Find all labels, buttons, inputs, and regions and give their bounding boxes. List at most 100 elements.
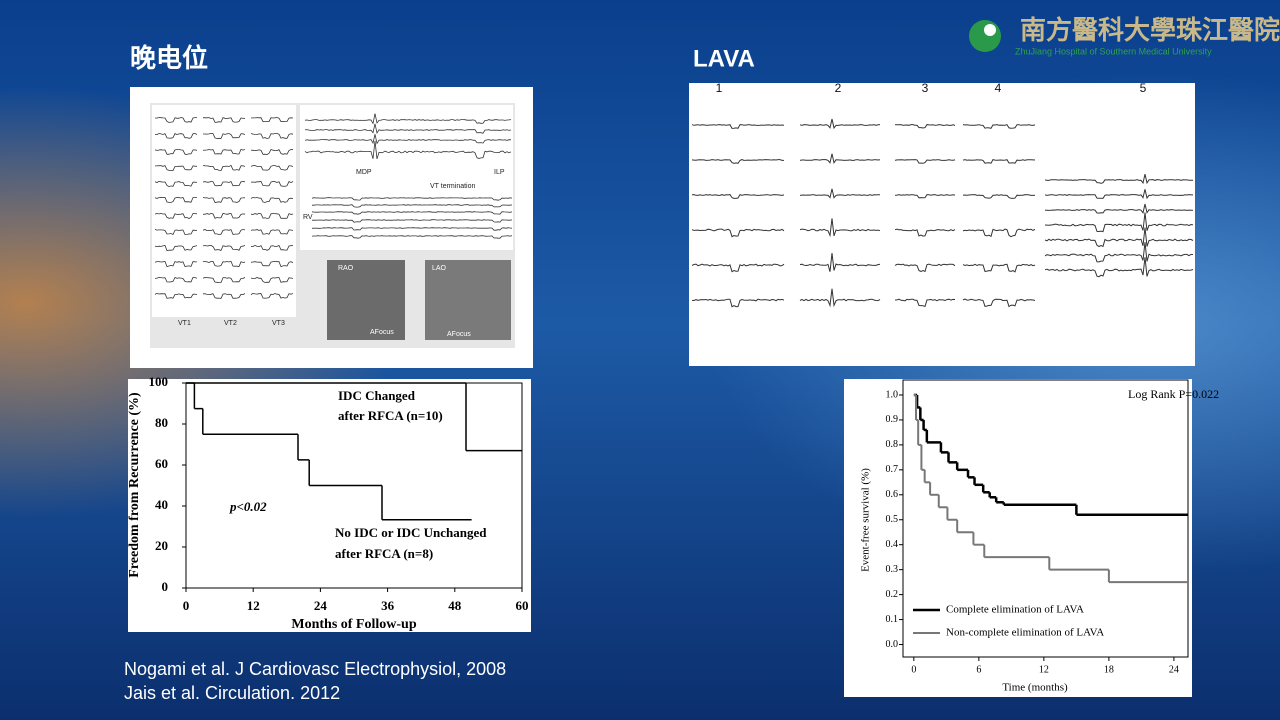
ecg-trace — [202, 260, 246, 267]
ecg-trace — [691, 298, 785, 308]
annotation: after RFCA (n=8) — [335, 546, 433, 561]
ecg-trace — [1044, 242, 1193, 263]
figure-label: RV — [303, 214, 313, 221]
ecg-trace — [203, 133, 246, 139]
ecg-trace — [203, 293, 246, 299]
reference: Jais et al. Circulation. 2012 — [124, 683, 340, 703]
legend-label: Complete elimination of LAVA — [946, 604, 1084, 616]
ecg-trace — [154, 245, 198, 252]
ecg-trace — [250, 292, 294, 299]
ecg-trace — [894, 159, 956, 164]
figure-label: 5 — [1140, 81, 1147, 95]
ecg-trace — [894, 228, 956, 237]
ecg-trace — [799, 288, 881, 308]
ecg-trace — [155, 165, 198, 172]
x-axis-label: Time (months) — [1002, 682, 1068, 694]
ecg-trace — [799, 252, 881, 272]
ecg-trace — [1044, 203, 1193, 214]
ecg-trace — [154, 229, 198, 236]
ecg-trace — [311, 227, 513, 231]
figure-label: VT termination — [430, 183, 475, 190]
figure-label: 1 — [716, 81, 723, 95]
y-tick-label: 0.0 — [886, 639, 899, 650]
ecg-trace — [894, 263, 956, 273]
y-tick-label: 0.3 — [886, 564, 899, 575]
chart-panel — [128, 379, 531, 632]
legend-label: Non-complete elimination of LAVA — [946, 627, 1104, 639]
figure-label: RAO — [338, 265, 354, 272]
plot-frame — [902, 379, 1189, 658]
ecg-trace — [304, 113, 512, 125]
ecg-figure: 1 2 3 4 5 — [689, 81, 1195, 366]
ecg-trace — [311, 235, 513, 239]
ecg-trace — [154, 180, 198, 188]
ecg-panel — [300, 105, 513, 250]
figure-label: ILP — [494, 169, 505, 176]
ecg-trace — [962, 263, 1036, 273]
y-tick-label: 0.2 — [886, 589, 899, 600]
ecg-trace — [962, 194, 1036, 199]
y-axis-label: Freedom from Recurrence (%) — [127, 392, 142, 578]
ecg-trace — [202, 117, 246, 123]
ecg-trace — [691, 228, 785, 238]
logo: 南方醫科大學珠江醫院 ZhuJiang Hospital of Southern… — [969, 15, 1280, 56]
ecg-trace — [154, 292, 198, 299]
ecg-trace — [154, 149, 198, 155]
y-tick-label: 0.1 — [886, 614, 899, 625]
ecg-trace — [799, 218, 881, 238]
ecg-trace — [154, 260, 198, 268]
figure-label: 3 — [922, 81, 929, 95]
figure-label: MDP — [356, 169, 372, 176]
ecg-trace — [202, 212, 246, 219]
ecg-trace — [250, 117, 294, 123]
ecg-trace — [250, 260, 294, 268]
x-axis-label: Months of Follow-up — [291, 617, 416, 632]
ecg-trace — [250, 197, 294, 203]
x-tick-label: 24 — [314, 598, 328, 613]
logo-icon — [984, 24, 996, 36]
ecg-trace — [1044, 212, 1194, 233]
y-tick-label: 40 — [155, 497, 168, 512]
x-tick-label: 48 — [448, 598, 462, 613]
figure-label: LAO — [432, 265, 447, 272]
ecg-trace — [304, 140, 512, 160]
ecg-trace — [311, 197, 513, 201]
x-tick-label: 0 — [183, 598, 190, 613]
logo-subtitle: ZhuJiang Hospital of Southern Medical Un… — [1015, 46, 1212, 56]
ecg-trace — [962, 298, 1036, 308]
ecg-trace — [154, 276, 198, 283]
figure-label: VT2 — [224, 320, 237, 327]
logo-icon — [969, 20, 1001, 52]
annotation: Log Rank P=0.022 — [1128, 387, 1219, 401]
section-title: LAVA — [693, 45, 755, 72]
ecg-trace — [250, 149, 294, 156]
ecg-trace — [304, 134, 512, 145]
x-tick-label: 24 — [1169, 664, 1179, 675]
ecg-trace — [962, 228, 1036, 238]
ecg-trace — [691, 263, 785, 273]
ecg-trace — [202, 180, 246, 187]
y-tick-label: 0 — [162, 579, 169, 594]
ecg-figure: VT1 VT2 VT3 MDP ILP VT termination RV RAO LAO AFo… — [130, 87, 533, 368]
x-tick-label: 60 — [516, 598, 529, 613]
y-tick-label: 0.9 — [886, 414, 899, 425]
x-tick-label: 12 — [1039, 664, 1049, 675]
figure-label: VT3 — [272, 320, 285, 327]
ecg-trace — [691, 193, 785, 199]
x-tick-label: 6 — [976, 664, 981, 675]
figure-label: AFocus — [370, 329, 394, 336]
y-tick-label: 0.4 — [886, 539, 899, 550]
ecg-trace — [691, 159, 784, 164]
ecg-trace — [250, 133, 294, 139]
figure-label: AFocus — [447, 331, 471, 338]
x-tick-label: 0 — [911, 664, 916, 675]
y-tick-label: 80 — [155, 415, 168, 430]
ecg-trace — [202, 164, 246, 172]
ecg-trace — [154, 133, 198, 139]
angio-image — [327, 260, 405, 340]
ecg-trace — [250, 180, 294, 187]
y-tick-label: 1.0 — [886, 389, 899, 400]
angio-image — [425, 260, 511, 340]
ecg-trace — [202, 148, 246, 155]
